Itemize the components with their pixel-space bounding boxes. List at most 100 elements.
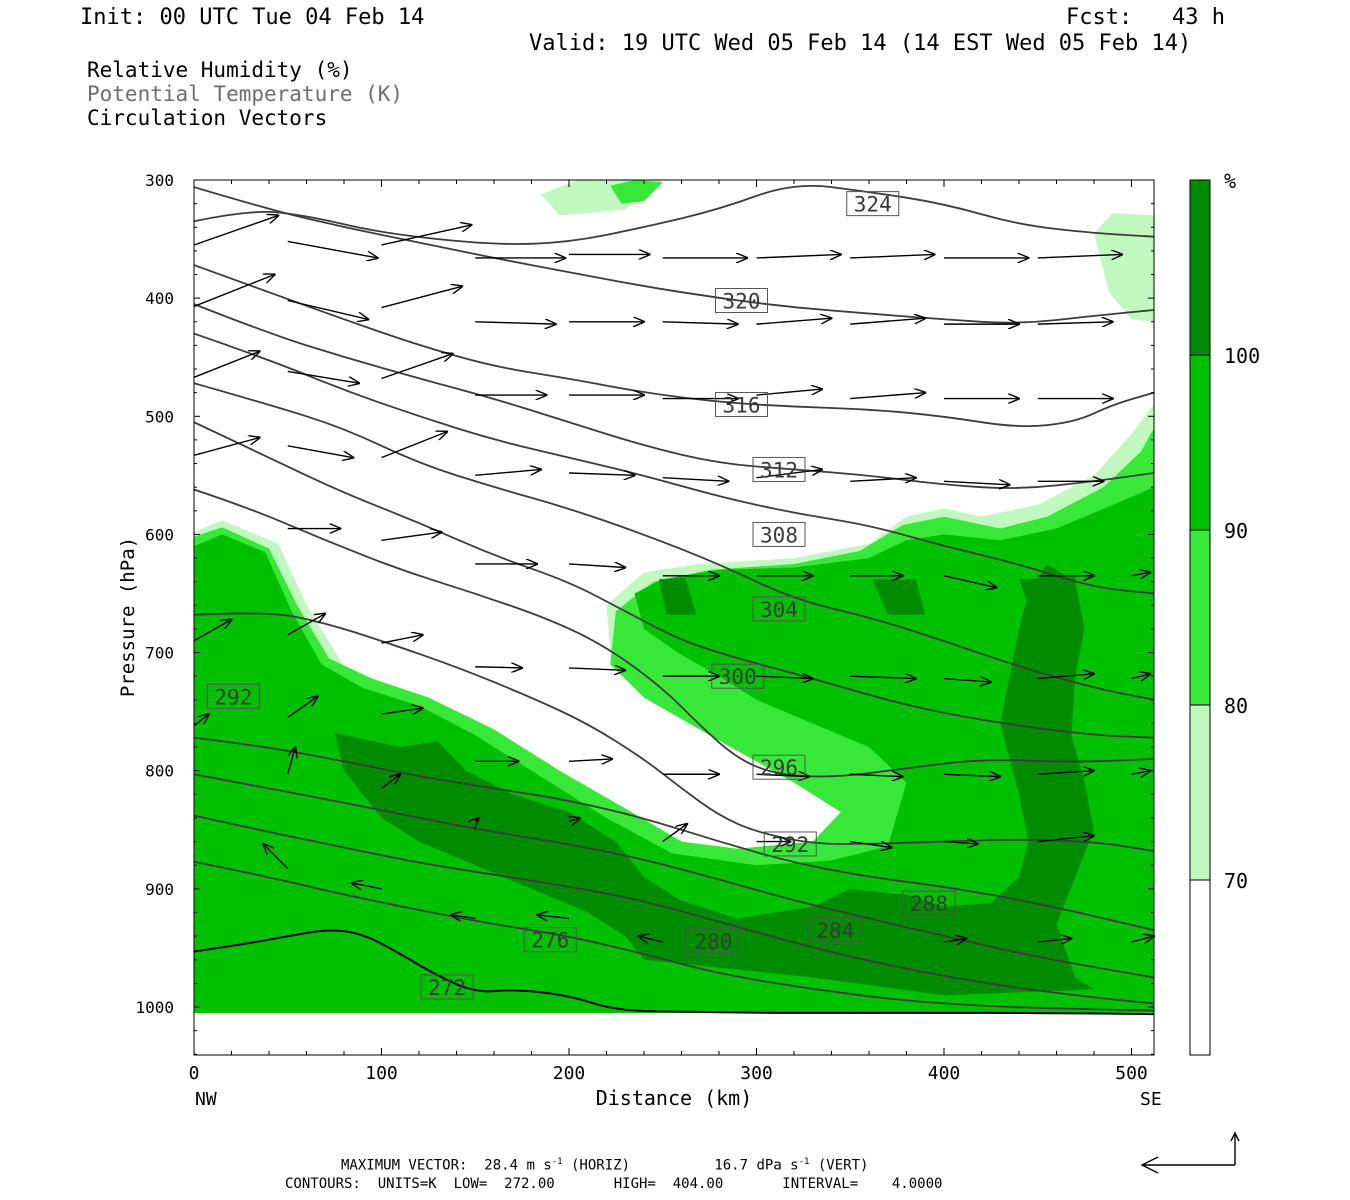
contour-272: [194, 929, 1154, 1016]
vector-arrow: [1131, 771, 1151, 775]
horiz-value: 28.4 m s: [484, 1157, 552, 1174]
contour-316: [194, 264, 1154, 428]
vector-arrow: [381, 635, 423, 644]
contour-312: [194, 303, 1154, 489]
colorbar-segment: [1189, 354, 1211, 531]
x-tick-label: 500: [1115, 1063, 1148, 1084]
contour-296: [194, 488, 1154, 778]
svg-text:276: 276: [531, 929, 569, 953]
contour-280: [194, 814, 1154, 1005]
vector-arrow: [475, 469, 541, 477]
svg-text:292: 292: [771, 833, 809, 857]
legend-circulation-vectors: Circulation Vectors: [87, 106, 328, 130]
contour-label-296: 296: [752, 754, 806, 780]
vector-arrow: [943, 575, 997, 588]
contour-300: [194, 421, 1154, 739]
vert-value: 16.7 dPa s: [714, 1157, 799, 1174]
vector-arrow: [537, 915, 570, 919]
vector-arrow: [662, 478, 729, 482]
vector-arrow: [662, 824, 687, 843]
contour-label-308: 308: [752, 521, 806, 547]
y-tick-label: 400: [145, 289, 174, 308]
rh-region-80-4: [610, 180, 663, 204]
contour-288: [194, 736, 1154, 932]
vector-arrow: [850, 318, 925, 325]
rh-region-100-7: [659, 578, 697, 615]
vector-arrow: [943, 774, 1000, 776]
y-tick-label: 1000: [135, 998, 174, 1017]
vector-arrow: [287, 240, 378, 258]
max-vector-line: MAXIMUM VECTOR: 28.4 m s-1 (HORIZ) 16.7 …: [341, 1157, 869, 1174]
vector-arrow: [568, 564, 625, 568]
reference-vector-icon: [1140, 1131, 1240, 1174]
contour-label-284: 284: [808, 917, 862, 943]
colorbar-segment: [1189, 704, 1211, 881]
rh-region-90-5: [194, 487, 1154, 1013]
colorbar-segment: [1189, 529, 1211, 706]
vector-arrow: [287, 747, 296, 775]
vector-arrow: [1037, 322, 1113, 324]
x-tick-label: 300: [740, 1063, 773, 1084]
vector-arrow: [1037, 771, 1094, 775]
vector-arrow: [1037, 254, 1122, 258]
vector-arrow: [287, 445, 354, 458]
vector-arrow: [287, 696, 318, 719]
vector-arrow: [475, 322, 556, 324]
valid-time: Valid: 19 UTC Wed 05 Feb 14 (14 EST Wed …: [529, 31, 1192, 56]
colorbar-level-label: 70: [1224, 869, 1248, 893]
vector-arrow: [850, 774, 903, 776]
colorbar-level-label: 90: [1224, 519, 1248, 543]
svg-text:304: 304: [760, 598, 798, 622]
legend-potential-temperature: Potential Temperature (K): [87, 82, 404, 106]
contour-label-316: 316: [715, 391, 768, 417]
colorbar-segment: [1189, 179, 1211, 356]
vector-arrow: [381, 432, 448, 459]
colorbar-segment: [1189, 879, 1211, 1056]
vector-arrow: [193, 619, 232, 642]
svg-text:296: 296: [760, 756, 798, 780]
x-left-endpoint-label: NW: [195, 1089, 217, 1110]
y-tick-label: 600: [145, 525, 174, 544]
vector-arrow: [1037, 938, 1072, 942]
rh-region-70-2: [1094, 213, 1154, 322]
theta-contours: [194, 185, 1154, 1016]
contour-label-324: 324: [846, 191, 900, 217]
svg-text:308: 308: [760, 523, 798, 547]
contour-304: [194, 382, 1154, 701]
vector-arrow: [287, 614, 326, 636]
vector-arrow: [381, 532, 442, 542]
contour-320: [194, 186, 1154, 324]
y-tick-label: 700: [145, 644, 174, 663]
vector-arrow: [381, 708, 423, 715]
vector-arrow: [850, 840, 891, 848]
x-tick-label: 200: [553, 1063, 586, 1084]
rh-shading: [194, 180, 1154, 1013]
y-tick-label: 800: [145, 762, 174, 781]
vector-arrow: [638, 936, 663, 942]
vector-arrow: [1131, 674, 1151, 679]
vector-arrow: [1037, 836, 1094, 843]
vector-arrow: [193, 275, 275, 308]
vector-arrow: [756, 676, 813, 678]
x-axis-label: Distance (km): [596, 1086, 753, 1110]
svg-text:324: 324: [854, 193, 892, 217]
colorbar-level-label: 80: [1224, 694, 1248, 718]
vector-arrow: [451, 915, 476, 919]
vector-arrow: [263, 844, 289, 870]
vector-arrow: [287, 370, 359, 383]
contour-labels: 272 276 280 284 288 292 292 296 300 304 308 312 316 3…: [206, 191, 956, 1000]
contour-label-280: 280: [686, 928, 740, 954]
svg-text:300: 300: [719, 665, 757, 689]
vector-arrow: [381, 286, 463, 309]
x-tick-label: 0: [189, 1063, 200, 1084]
contour-label-300: 300: [711, 663, 765, 689]
vector-arrow: [193, 351, 260, 378]
y-axis-label: Pressure (hPa): [117, 537, 139, 697]
contour-label-272: 272: [420, 974, 474, 1000]
x-tick-label: 400: [928, 1063, 961, 1084]
contour-label-312: 312: [752, 456, 806, 482]
vector-arrow: [381, 774, 401, 789]
plot-frame: [193, 179, 1155, 1056]
vector-arrow: [850, 478, 916, 482]
vector-arrow: [381, 225, 472, 246]
